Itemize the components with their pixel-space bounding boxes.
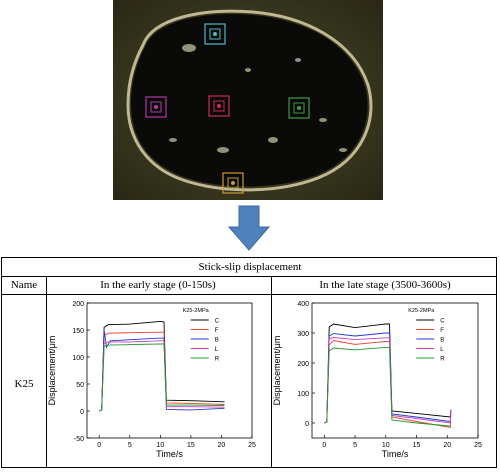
marker-box <box>288 97 310 119</box>
legend-label-R: R <box>215 357 220 363</box>
late-stage-plot: 0 100 200 300 400 0 5 10 15 20 25 Time/s Displacemen… <box>272 301 482 459</box>
x-tick-label: 5 <box>128 442 132 449</box>
marker-inner-box <box>293 102 305 114</box>
legend-label-F: F <box>215 328 219 334</box>
y-tick-label: -50 <box>74 436 84 443</box>
x-axis-label: Time/s <box>382 449 409 459</box>
marker-inner-box <box>150 101 162 113</box>
early-stage-plot: -50 0 50 100 150 200 0 5 10 15 20 25 Time/s Displacem… <box>47 301 256 459</box>
legend-label-L: L <box>215 347 219 353</box>
chart-annotation: K25-2MPa <box>183 308 210 314</box>
legend-label-R: R <box>440 357 445 363</box>
marker-left <box>145 96 167 118</box>
y-axis-label: Displacement/μm <box>272 336 282 406</box>
table-divider <box>271 276 272 467</box>
y-tick-label: 0 <box>305 421 309 428</box>
x-tick-label: 0 <box>322 442 326 449</box>
column-header-late: In the late stage (3500-3600s) <box>319 279 451 291</box>
series-line-R <box>324 346 451 427</box>
marker-dot <box>154 105 158 109</box>
marker-box <box>222 172 244 194</box>
x-tick-label: 25 <box>248 442 256 449</box>
y-tick-label: 150 <box>72 328 84 335</box>
marker-dot <box>231 181 235 185</box>
marker-box <box>208 95 230 117</box>
chart-annotation: K25-2MPa <box>408 308 435 314</box>
x-tick-label: 15 <box>187 442 195 449</box>
y-tick-label: 200 <box>72 301 84 308</box>
marker-dot <box>213 32 217 36</box>
specimen-photo <box>113 0 383 200</box>
x-tick-label: 10 <box>382 442 390 449</box>
x-tick-label: 0 <box>97 442 101 449</box>
table-divider <box>46 276 47 467</box>
plot-frame <box>86 302 253 439</box>
marker-top <box>204 23 226 45</box>
early-stage-chart: -50 0 50 100 150 200 0 5 10 15 20 25 Time/s Displacem… <box>47 295 270 467</box>
legend-label-F: F <box>440 328 444 334</box>
series-line-R <box>99 343 225 412</box>
y-tick-label: 300 <box>297 331 309 338</box>
row-label-k25: K25 <box>14 378 34 390</box>
x-tick-label: 25 <box>474 442 482 449</box>
marker-inner-box <box>209 28 221 40</box>
x-tick-label: 20 <box>443 442 451 449</box>
x-tick-label: 10 <box>156 442 164 449</box>
specimen-body <box>131 14 368 187</box>
specimen-image <box>113 0 383 200</box>
x-axis-label: Time/s <box>156 449 183 459</box>
specimen-rim <box>126 9 373 192</box>
marker-right <box>288 97 310 119</box>
y-tick-label: 0 <box>80 409 84 416</box>
marker-dot <box>217 104 221 108</box>
specimen-inclusions <box>169 44 347 153</box>
marker-box <box>145 96 167 118</box>
table-title: Stick-slip displacement <box>198 261 302 273</box>
legend-label-C: C <box>440 319 445 325</box>
column-header-early: In the early stage (0-150s) <box>100 279 216 291</box>
y-tick-label: 100 <box>297 391 309 398</box>
y-axis-label: Displacement/μm <box>47 336 57 406</box>
results-table: Stick-slip displacement Name In the earl… <box>1 257 497 468</box>
column-header-name: Name <box>10 279 38 291</box>
table-rule <box>2 294 496 295</box>
legend-label-B: B <box>440 338 444 344</box>
marker-box <box>204 23 226 45</box>
marker-inner-box <box>213 100 225 112</box>
y-tick-label: 400 <box>297 301 309 308</box>
x-tick-label: 15 <box>413 442 421 449</box>
legend-label-C: C <box>215 319 220 325</box>
y-tick-label: 50 <box>76 382 84 389</box>
marker-dot <box>297 106 301 110</box>
down-arrow-icon <box>228 205 270 251</box>
legend-label-B: B <box>215 338 219 344</box>
legend-label-L: L <box>440 347 444 353</box>
marker-inner-box <box>227 177 239 189</box>
y-tick-label: 200 <box>297 361 309 368</box>
marker-center <box>208 95 230 117</box>
x-tick-label: 5 <box>353 442 357 449</box>
table-rule <box>2 276 496 277</box>
marker-bottom <box>222 172 244 194</box>
x-tick-label: 20 <box>218 442 226 449</box>
late-stage-chart: 0 100 200 300 400 0 5 10 15 20 25 Time/s Displacemen… <box>272 295 496 467</box>
y-tick-label: 100 <box>72 355 84 362</box>
